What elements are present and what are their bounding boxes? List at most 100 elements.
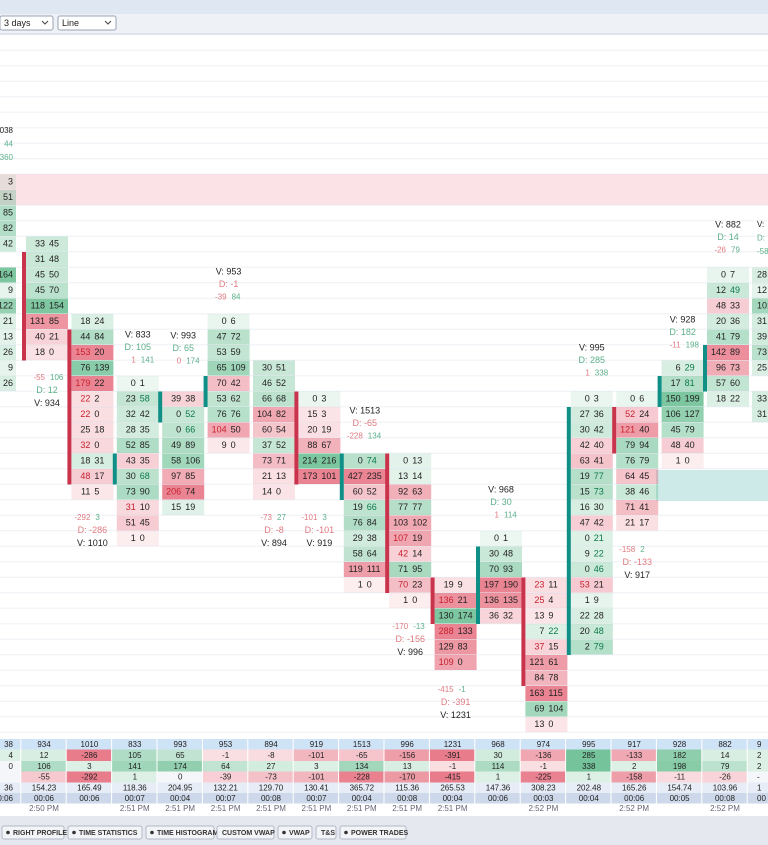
footprint-cell — [570, 469, 613, 484]
ask-volume: 49 — [730, 285, 740, 295]
table-text: 00:06 — [488, 794, 509, 803]
ask-volume: 79 — [594, 641, 604, 651]
table-cell — [520, 803, 566, 814]
ask-volume: 61 — [548, 657, 558, 667]
edge-volume: 21 — [3, 316, 13, 326]
tab-button[interactable] — [339, 825, 407, 840]
chart-grid — [0, 34, 768, 733]
table-cell — [21, 739, 66, 750]
tab-button[interactable] — [1, 825, 65, 840]
table-cell — [429, 771, 475, 783]
ask-volume: 42 — [231, 378, 241, 388]
ask-volume: 7 — [730, 269, 735, 279]
tab[interactable]: RIGHT PROFILE — [1, 825, 67, 840]
footprint-cell — [116, 438, 159, 453]
edge-volume: 122 — [0, 300, 13, 310]
table-cell — [475, 749, 520, 761]
ask-volume: 3 — [594, 393, 599, 403]
tab-label[interactable]: POWER TRADES — [351, 830, 409, 837]
tab-button[interactable] — [216, 825, 275, 840]
delta-label: D: 30 — [490, 497, 512, 507]
volume-label: V: 1513 — [349, 405, 380, 415]
table-text: 79 — [721, 762, 730, 771]
period-dropdown[interactable] — [0, 15, 54, 31]
bid-volume: 11 — [81, 486, 90, 496]
split-high: 2 — [640, 545, 645, 554]
footprint-cell — [525, 670, 568, 686]
footprint-cell — [661, 407, 704, 422]
table-cell — [702, 782, 747, 793]
ask-volume: 82 — [276, 409, 286, 419]
tab[interactable]: TIME HISTOGRAM — [145, 825, 218, 840]
tab-label[interactable]: VWAP — [289, 830, 310, 837]
tab[interactable]: T&S — [315, 825, 337, 840]
delta-label: D: 285 — [579, 355, 606, 365]
ask-volume: 45 — [639, 471, 649, 481]
tab-button[interactable] — [145, 825, 215, 840]
footprint-cell — [71, 345, 114, 360]
footprint-cell — [162, 422, 205, 438]
bid-volume: 142 — [711, 347, 726, 357]
ask-volume: 13 — [412, 455, 422, 465]
split-low: -292 — [74, 513, 91, 522]
footprint-cell — [570, 391, 613, 407]
footprint-cell — [0, 221, 16, 236]
table-text: 00:05 — [670, 794, 691, 803]
footprint-cell — [570, 438, 613, 453]
bid-volume: 66 — [262, 393, 272, 403]
tab-button[interactable] — [277, 825, 313, 840]
bid-volume: 53 — [580, 579, 590, 589]
footprint-cell — [389, 562, 432, 577]
footprint-cell — [162, 500, 205, 515]
table-text: -73 — [265, 773, 277, 782]
volume-label: V: 993 — [170, 330, 196, 340]
tab-button[interactable] — [315, 825, 337, 840]
footprint-cell — [253, 407, 295, 422]
table-text: 2:51 PM — [120, 804, 150, 813]
footprint-cell — [162, 407, 205, 422]
footprint-cell — [71, 484, 114, 500]
ask-volume: 48 — [49, 254, 59, 264]
volume-label: V: 996 — [397, 647, 423, 657]
split-high: 174 — [186, 357, 200, 366]
footprint-cell — [116, 500, 159, 515]
tab-dot — [344, 830, 348, 835]
table-cell — [202, 739, 248, 750]
tab[interactable]: CUSTOM VWAP — [216, 825, 275, 840]
table-cell — [429, 782, 475, 793]
bid-volume: 71 — [398, 564, 408, 574]
tab-label[interactable]: RIGHT PROFILE — [13, 830, 67, 837]
table-text: 12 — [40, 751, 49, 760]
style-dropdown[interactable] — [57, 15, 117, 31]
ask-volume: 52 — [276, 440, 286, 450]
ask-volume: 4 — [548, 595, 553, 605]
tab[interactable]: TIME STATISTICS — [67, 825, 143, 840]
footprint-cell — [525, 639, 568, 655]
table-cell — [202, 771, 248, 783]
tab-button[interactable] — [67, 825, 143, 840]
edge-volume: 33 — [757, 393, 767, 403]
ask-volume: 46 — [639, 486, 649, 496]
bid-volume: 19 — [353, 502, 363, 512]
table-cell — [747, 771, 768, 783]
bid-volume: 76 — [217, 409, 227, 419]
tab[interactable]: POWER TRADES — [339, 825, 409, 840]
table-text: 968 — [491, 740, 505, 749]
candle-body — [430, 577, 435, 624]
bid-volume: 0 — [494, 533, 499, 543]
tab-label[interactable]: TIME HISTOGRAM — [157, 830, 218, 837]
footprint-cell — [71, 422, 114, 438]
table-text: 130.41 — [304, 783, 329, 792]
split-high: 3 — [322, 513, 327, 522]
tab[interactable]: VWAP — [277, 825, 313, 840]
tab-label[interactable]: T&S — [321, 830, 335, 837]
tab-label[interactable]: TIME STATISTICS — [79, 830, 138, 837]
tab-label[interactable]: CUSTOM VWAP — [222, 830, 275, 837]
table-cell — [112, 803, 157, 814]
footprint-cell — [525, 701, 568, 717]
ask-volume: 59 — [231, 347, 241, 357]
bid-volume: 0 — [131, 378, 136, 388]
edge-volume: 26 — [3, 378, 13, 388]
footprint-cell — [752, 329, 768, 345]
table-cell — [656, 761, 702, 772]
